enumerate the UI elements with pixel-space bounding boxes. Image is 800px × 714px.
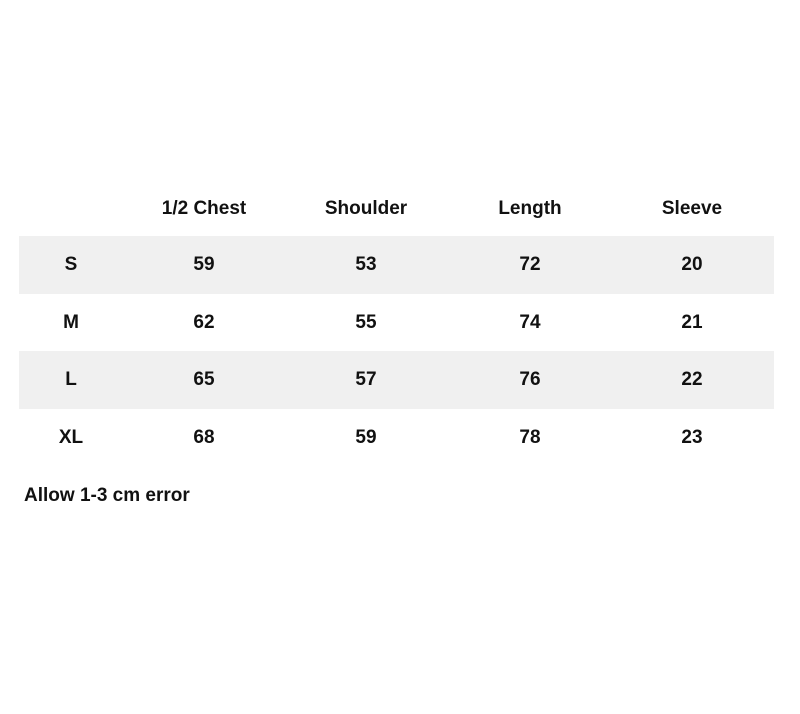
table-row: S 59 53 72 20 [19,236,774,294]
table-row: L 65 57 76 22 [19,351,774,409]
table-row: M 62 55 74 21 [19,294,774,352]
chest-cell: 62 [193,312,215,333]
shoulder-cell: 59 [355,427,377,448]
header-sleeve: Sleeve [661,198,723,219]
chest-cell: 65 [193,369,215,390]
sleeve-cell: 23 [681,427,703,448]
length-cell: 78 [519,427,541,448]
shoulder-cell: 57 [355,369,377,390]
size-cell: S [64,254,78,275]
header-length: Length [498,198,562,219]
size-cell: XL [58,427,84,448]
chest-cell: 68 [193,427,215,448]
shoulder-cell: 53 [355,254,377,275]
sleeve-cell: 22 [681,369,703,390]
tolerance-note: Allow 1-3 cm error [24,485,190,506]
shoulder-cell: 55 [355,312,377,333]
size-cell: M [63,312,79,333]
length-cell: 76 [519,369,541,390]
sleeve-cell: 21 [681,312,703,333]
length-cell: 74 [519,312,541,333]
size-cell: L [65,369,77,390]
sleeve-cell: 20 [681,254,703,275]
header-row: 1/2 Chest Shoulder Length Sleeve [19,180,774,238]
chest-cell: 59 [193,254,215,275]
table-row: XL 68 59 78 23 [19,409,774,467]
length-cell: 72 [519,254,541,275]
header-chest: 1/2 Chest [161,198,247,219]
header-shoulder: Shoulder [324,198,408,219]
